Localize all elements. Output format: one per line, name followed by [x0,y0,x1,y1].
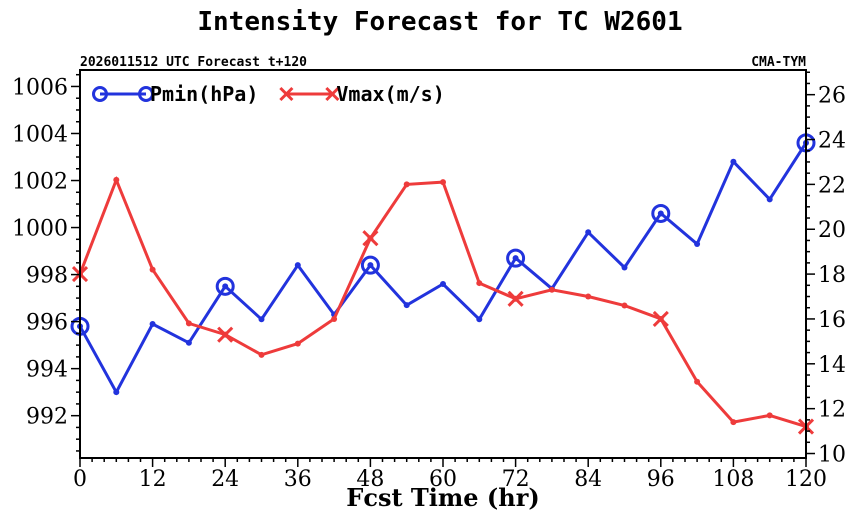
vmax-point [766,412,773,419]
pmin-point [476,316,483,323]
right-tick-label: 24 [818,129,846,154]
pmin-point [585,229,592,236]
right-tick-label: 20 [818,218,846,243]
legend-label-vmax: Vmax(m/s) [336,82,444,106]
legend-item-vmax: Vmax(m/s) [279,82,445,106]
x-tick-label: 108 [712,467,754,492]
x-tick-label: 24 [211,467,239,492]
vmax-point [331,315,338,322]
right-tick-label: 12 [818,398,846,423]
right-tick-label: 18 [818,263,846,288]
right-tick-label: 14 [818,353,846,378]
legend-marker [325,86,340,102]
vmax-point [730,419,737,426]
vmax-point [548,286,555,293]
pmin-point [294,262,301,269]
vmax-marker [652,310,669,328]
pmin-point [185,339,192,346]
vmax-series-line [78,175,807,429]
left-tick-label: 1004 [12,122,68,147]
vmax-point [585,293,592,300]
x-tick-label: 36 [284,467,312,492]
pmin-point [222,283,229,290]
pmin-point [113,389,120,396]
legend-marker [279,86,294,102]
chart-subtitle-left: 2026011512 UTC Forecast t+120 [80,55,307,70]
vmax-point [149,266,156,273]
pmin-point [258,316,265,323]
plot-area [70,133,816,435]
vmax-point [440,179,446,186]
left-tick-label: 992 [26,405,68,430]
pmin-marker [360,255,380,275]
right-tick-label: 16 [818,308,846,333]
vmax-marker [507,290,524,307]
x-tick-label: 60 [429,467,457,492]
pmin-point [512,255,519,262]
pmin-marker [506,248,526,268]
left-tick-label: 1000 [12,217,68,242]
vmax-marker [217,326,234,343]
vmax-point [294,340,301,347]
legend-label-pmin: Pmin(hPa) [150,82,258,106]
right-tick-label: 26 [818,84,846,109]
pmin-point [694,241,701,248]
legend-item-pmin: Pmin(hPa) [92,82,258,106]
pmin-point [657,210,664,217]
x-tick-label: 84 [574,467,602,492]
pmin-marker [215,276,235,296]
pmin-point [766,196,773,203]
right-tick-label: 22 [818,173,846,198]
left-tick-label: 1002 [12,170,68,195]
plot-frame [79,69,807,459]
pmin-point [621,264,628,271]
x-tick-label: 72 [502,467,530,492]
legend-marker [138,86,154,102]
pmin-point [403,302,410,309]
x-axis-label: Fcst Time (hr) [346,483,539,512]
vmax-point [185,320,192,327]
right-tick-label: 10 [818,443,846,468]
legend-marker [92,86,108,102]
pmin-point [367,262,374,269]
left-tick-label: 998 [26,264,68,289]
x-tick-label: 48 [356,467,384,492]
pmin-point [149,320,156,327]
x-tick-label: 120 [785,467,827,492]
left-tick-label: 1006 [12,75,68,100]
vmax-marker [362,230,379,247]
vmax-point [403,181,410,188]
left-tick-label: 994 [26,358,68,383]
vmax-point [113,176,120,183]
chart-title: Intensity Forecast for TC W2601 [197,7,682,37]
pmin-point [440,280,446,287]
x-tick-label: 0 [73,467,87,492]
vmax-point [476,280,483,287]
left-tick-label: 996 [26,311,68,336]
vmax-point [694,378,701,385]
chart-subtitle-right: CMA-TYM [751,55,806,70]
vmax-point [258,351,265,358]
legend: Pmin(hPa) Vmax(m/s) [92,82,445,106]
x-tick-label: 96 [647,467,675,492]
x-tick-label: 12 [139,467,167,492]
axes: 0 12 24 36 48 60 72 84 96 108 120 992 994 996 998 1000 1… [12,71,846,492]
pmin-marker [651,203,671,223]
vmax-point [621,302,628,309]
pmin-point [730,158,737,165]
